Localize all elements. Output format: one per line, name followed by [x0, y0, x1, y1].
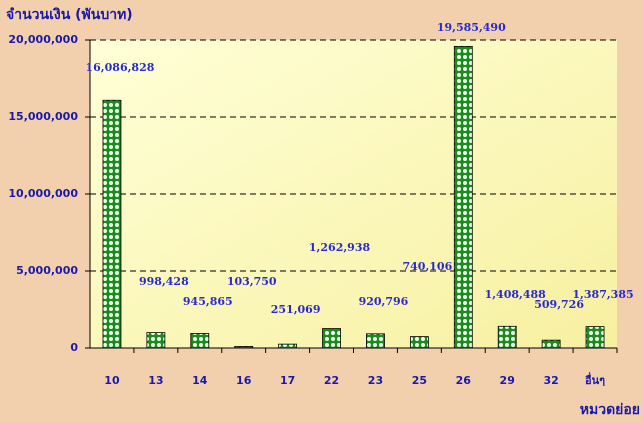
y-tick-label: 0 [70, 341, 78, 354]
x-axis-title: หมวดย่อย [580, 402, 640, 418]
value-label: 740,106 [402, 260, 452, 273]
value-label: 16,086,828 [86, 61, 155, 74]
bar [541, 339, 561, 349]
value-label: 920,796 [359, 295, 409, 308]
y-tick-label: 20,000,000 [8, 33, 78, 46]
y-tick-label: 10,000,000 [8, 187, 78, 200]
x-tick-label: 26 [456, 374, 472, 387]
value-label: 1,408,488 [485, 288, 547, 301]
value-label: 945,865 [183, 295, 233, 308]
bar [497, 325, 517, 349]
bar [102, 99, 122, 349]
x-tick-label: 16 [236, 374, 252, 387]
bar [585, 326, 605, 349]
bar [322, 328, 341, 349]
x-tick-label: 25 [412, 374, 427, 387]
x-tick-label: 22 [324, 374, 339, 387]
bar [146, 332, 166, 349]
value-label: 103,750 [227, 275, 277, 288]
bar [190, 333, 210, 349]
y-tick-label: 5,000,000 [16, 264, 78, 277]
x-tick-label: 14 [192, 374, 208, 387]
bar [234, 346, 254, 349]
x-tick-label: 13 [148, 374, 163, 387]
value-label: 19,585,490 [437, 21, 506, 34]
value-label: 509,726 [534, 298, 584, 311]
y-tick-label: 15,000,000 [8, 110, 78, 123]
value-label: 998,428 [139, 275, 189, 288]
y-axis-title: จำนวนเงิน (พันบาท) [6, 7, 133, 23]
bar [366, 333, 385, 349]
x-tick-label: อื่นๆ [585, 372, 606, 387]
bar [453, 45, 473, 349]
x-tick-label: 29 [500, 374, 515, 387]
value-label: 251,069 [271, 303, 321, 316]
bar [409, 336, 429, 349]
value-label: 1,262,938 [309, 241, 371, 254]
x-tick-label: 32 [543, 374, 558, 387]
value-label: 1,387,385 [572, 288, 633, 301]
x-tick-label: 10 [104, 374, 120, 387]
bar [278, 343, 298, 349]
x-tick-label: 17 [280, 374, 295, 387]
x-tick-label: 23 [368, 374, 383, 387]
